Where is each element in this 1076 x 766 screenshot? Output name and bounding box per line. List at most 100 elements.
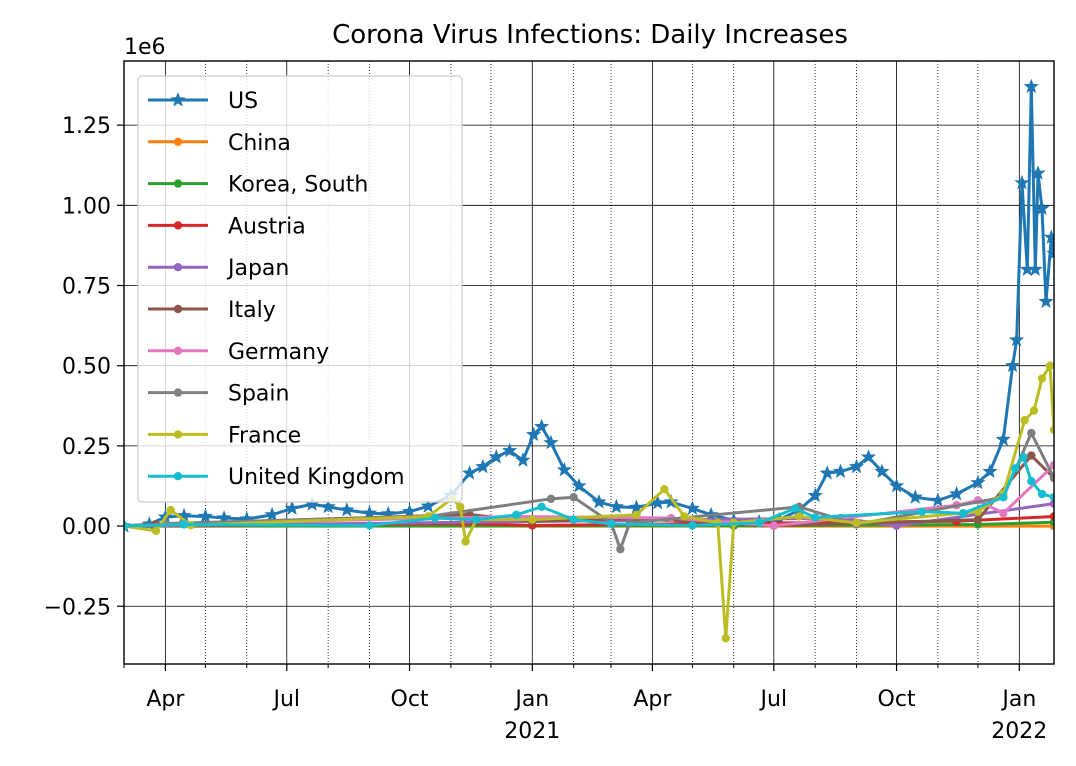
legend-item: Austria xyxy=(148,214,306,239)
legend-dot-marker xyxy=(173,137,183,146)
data-point-star xyxy=(380,505,396,521)
data-point xyxy=(852,518,861,528)
data-point-star xyxy=(475,458,491,474)
series-layer xyxy=(124,78,1054,643)
legend-label: Japan xyxy=(226,256,289,281)
data-point xyxy=(179,520,189,529)
data-point xyxy=(973,515,983,524)
legend-dot-marker xyxy=(173,430,183,439)
data-point-star xyxy=(650,495,666,510)
data-point xyxy=(124,521,129,531)
data-point xyxy=(917,507,927,516)
data-point xyxy=(1049,473,1054,483)
data-point xyxy=(528,515,537,524)
x-tick-label: Oct xyxy=(878,687,916,712)
data-point xyxy=(1029,406,1039,415)
legend-label: Italy xyxy=(228,298,276,323)
legend: US China Korea, South Austria Japan Italy Germ… xyxy=(137,75,463,503)
axes: Apr Jul Oct Jan 2021 Apr Jul Oct Jan 2022 −0.25 0.0… xyxy=(44,60,1055,744)
data-point-star xyxy=(543,434,559,450)
y-tick-label: −0.25 xyxy=(44,595,111,620)
data-point-star xyxy=(995,431,1011,446)
data-point-star xyxy=(1005,357,1021,373)
data-point xyxy=(569,493,578,502)
data-point xyxy=(769,521,778,530)
legend-dot-marker xyxy=(173,346,183,355)
data-point-star xyxy=(832,463,849,478)
data-point xyxy=(456,502,465,512)
data-point xyxy=(790,504,800,513)
data-point xyxy=(537,502,546,512)
data-point xyxy=(1045,361,1054,370)
data-point xyxy=(632,510,641,520)
legend-item: China xyxy=(148,131,291,156)
data-point-star xyxy=(556,461,572,477)
data-point xyxy=(472,515,481,524)
data-point-star xyxy=(502,442,518,458)
legend-dot-marker xyxy=(173,472,183,481)
data-point xyxy=(1020,416,1029,425)
data-point-star xyxy=(949,486,965,501)
data-point-star xyxy=(239,511,255,526)
data-point xyxy=(754,518,764,528)
data-point-star xyxy=(848,458,865,474)
data-point-star xyxy=(488,449,504,464)
legend-dot-marker xyxy=(173,179,183,188)
legend-dot-marker xyxy=(173,263,183,272)
data-point xyxy=(680,512,689,521)
data-point xyxy=(660,484,669,494)
data-point xyxy=(959,509,968,518)
legend-item: Korea, South xyxy=(148,173,368,198)
data-point-star xyxy=(176,507,192,523)
y-tick-label: 0.25 xyxy=(62,435,111,460)
x-tick-label: Apr xyxy=(633,687,672,712)
legend-item: Italy xyxy=(148,298,276,323)
data-point-star xyxy=(888,478,905,493)
data-point-star xyxy=(982,463,998,478)
data-point xyxy=(151,526,161,536)
data-point xyxy=(569,515,578,524)
data-point-star xyxy=(930,492,946,507)
legend-label: Austria xyxy=(228,214,306,239)
data-point-star xyxy=(663,494,679,509)
data-point-star xyxy=(684,500,700,515)
data-point xyxy=(1049,425,1054,435)
legend-label: United Kingdom xyxy=(228,465,405,490)
data-point-star xyxy=(807,487,823,503)
data-point-star xyxy=(1019,261,1035,276)
data-point-star xyxy=(515,452,531,467)
x-tick-label: Jul xyxy=(272,687,301,712)
x-tick-label: Jan xyxy=(513,687,549,712)
data-point xyxy=(1049,512,1054,521)
y-offset-label: 1e6 xyxy=(124,35,166,60)
legend-star-marker xyxy=(170,92,186,107)
data-point xyxy=(616,544,625,554)
data-point xyxy=(810,513,820,522)
y-tick-label: 0.75 xyxy=(62,275,111,300)
data-point-star xyxy=(628,499,644,514)
data-point-star xyxy=(304,496,320,511)
data-point-star xyxy=(401,503,418,519)
data-point xyxy=(1019,452,1028,462)
chart-title: Corona Virus Infections: Daily Increases xyxy=(332,20,848,50)
legend-label: Spain xyxy=(228,382,289,407)
data-point-star xyxy=(1023,78,1039,94)
legend-label: US xyxy=(228,89,258,114)
data-point xyxy=(999,509,1008,518)
x-tick-label: Jan xyxy=(1000,687,1036,712)
data-point-star xyxy=(361,505,378,520)
data-point xyxy=(1027,451,1036,460)
y-tick-label: 0.50 xyxy=(62,355,111,380)
plot-frame xyxy=(123,60,1055,665)
data-point xyxy=(1049,460,1054,470)
data-point xyxy=(512,510,521,520)
data-point xyxy=(1011,464,1020,473)
y-tick-label: 1.25 xyxy=(62,114,111,139)
data-point-star xyxy=(970,474,986,490)
legend-item: United Kingdom xyxy=(148,465,405,490)
data-point-star xyxy=(420,498,436,513)
data-point-star xyxy=(860,449,877,464)
x-tick-label: Apr xyxy=(146,687,185,712)
data-point-star xyxy=(1009,332,1025,347)
